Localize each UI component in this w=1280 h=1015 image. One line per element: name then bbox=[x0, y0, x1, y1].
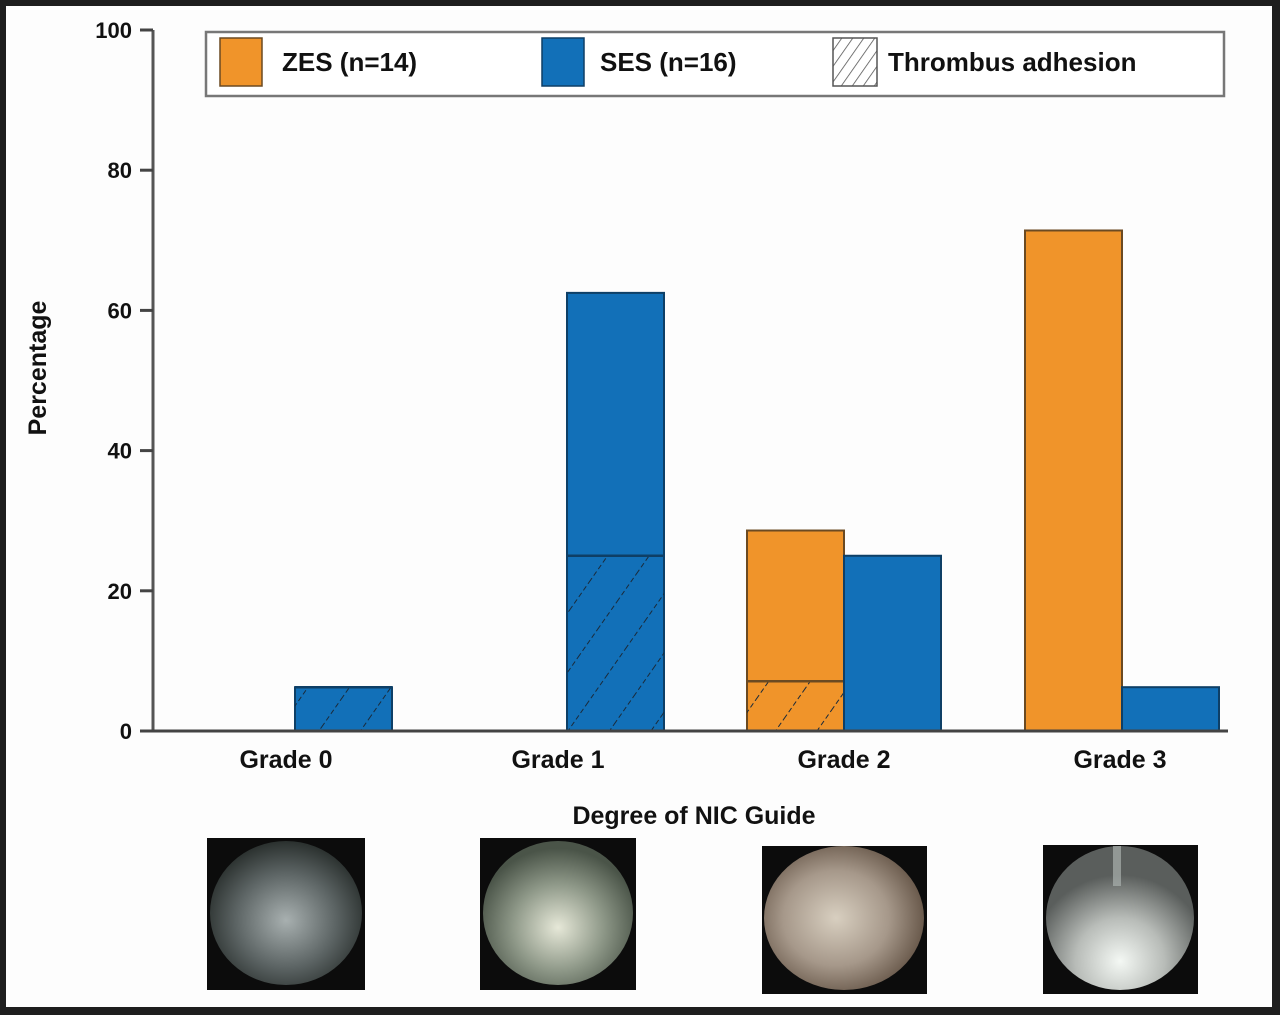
legend-label-thrombus: Thrombus adhesion bbox=[888, 47, 1136, 77]
x-labels: Grade 0 Grade 1 Grade 2 Grade 3 bbox=[239, 746, 1166, 774]
grade-2-angioscopy-image bbox=[762, 846, 927, 994]
bar-chart: ZES (n=14) SES (n=16) Thrombus adhesion … bbox=[24, 18, 1228, 994]
x-category-label: Grade 3 bbox=[1073, 746, 1166, 774]
legend-swatch-thrombus-hatch bbox=[833, 38, 877, 86]
y-axis-title: Percentage bbox=[24, 301, 52, 436]
thrombus-hatch-ses-grade-0 bbox=[295, 687, 392, 731]
x-category-label: Grade 2 bbox=[797, 746, 890, 774]
legend-label-ses: SES (n=16) bbox=[600, 47, 737, 77]
x-category-label: Grade 1 bbox=[511, 746, 604, 774]
bar-ses-grade-3 bbox=[1121, 686, 1220, 732]
grade-3-angioscopy-image bbox=[1043, 845, 1198, 994]
legend: ZES (n=14) SES (n=16) Thrombus adhesion bbox=[204, 30, 1226, 98]
thrombus-hatch-ses-grade-1 bbox=[567, 555, 664, 731]
legend-box bbox=[204, 30, 1226, 98]
x-category-label: Grade 0 bbox=[239, 746, 332, 774]
legend-swatch-zes bbox=[219, 37, 263, 87]
y-tick-label: 100 bbox=[95, 18, 132, 43]
bar-ses-grade-2 bbox=[843, 554, 942, 732]
thrombus-hatch-zes-grade-2 bbox=[747, 681, 844, 731]
x-axis-title: Degree of NIC Guide bbox=[572, 802, 815, 830]
y-tick-label: 60 bbox=[108, 298, 132, 323]
y-tick-label: 0 bbox=[120, 719, 132, 744]
y-ticks: 0 20 40 60 80 100 bbox=[95, 18, 153, 744]
y-tick-label: 40 bbox=[108, 439, 132, 464]
bar-zes-grade-3 bbox=[1024, 229, 1123, 732]
bars bbox=[294, 229, 1220, 732]
figure-frame: ZES (n=14) SES (n=16) Thrombus adhesion … bbox=[6, 6, 1272, 1007]
angioscopy-images bbox=[207, 838, 1198, 994]
y-tick-label: 20 bbox=[108, 579, 132, 604]
legend-swatch-ses bbox=[541, 37, 585, 87]
grade-0-angioscopy-image bbox=[207, 838, 365, 990]
grade-1-angioscopy-image bbox=[480, 838, 636, 990]
legend-label-zes: ZES (n=14) bbox=[282, 47, 417, 77]
y-tick-label: 80 bbox=[108, 158, 132, 183]
